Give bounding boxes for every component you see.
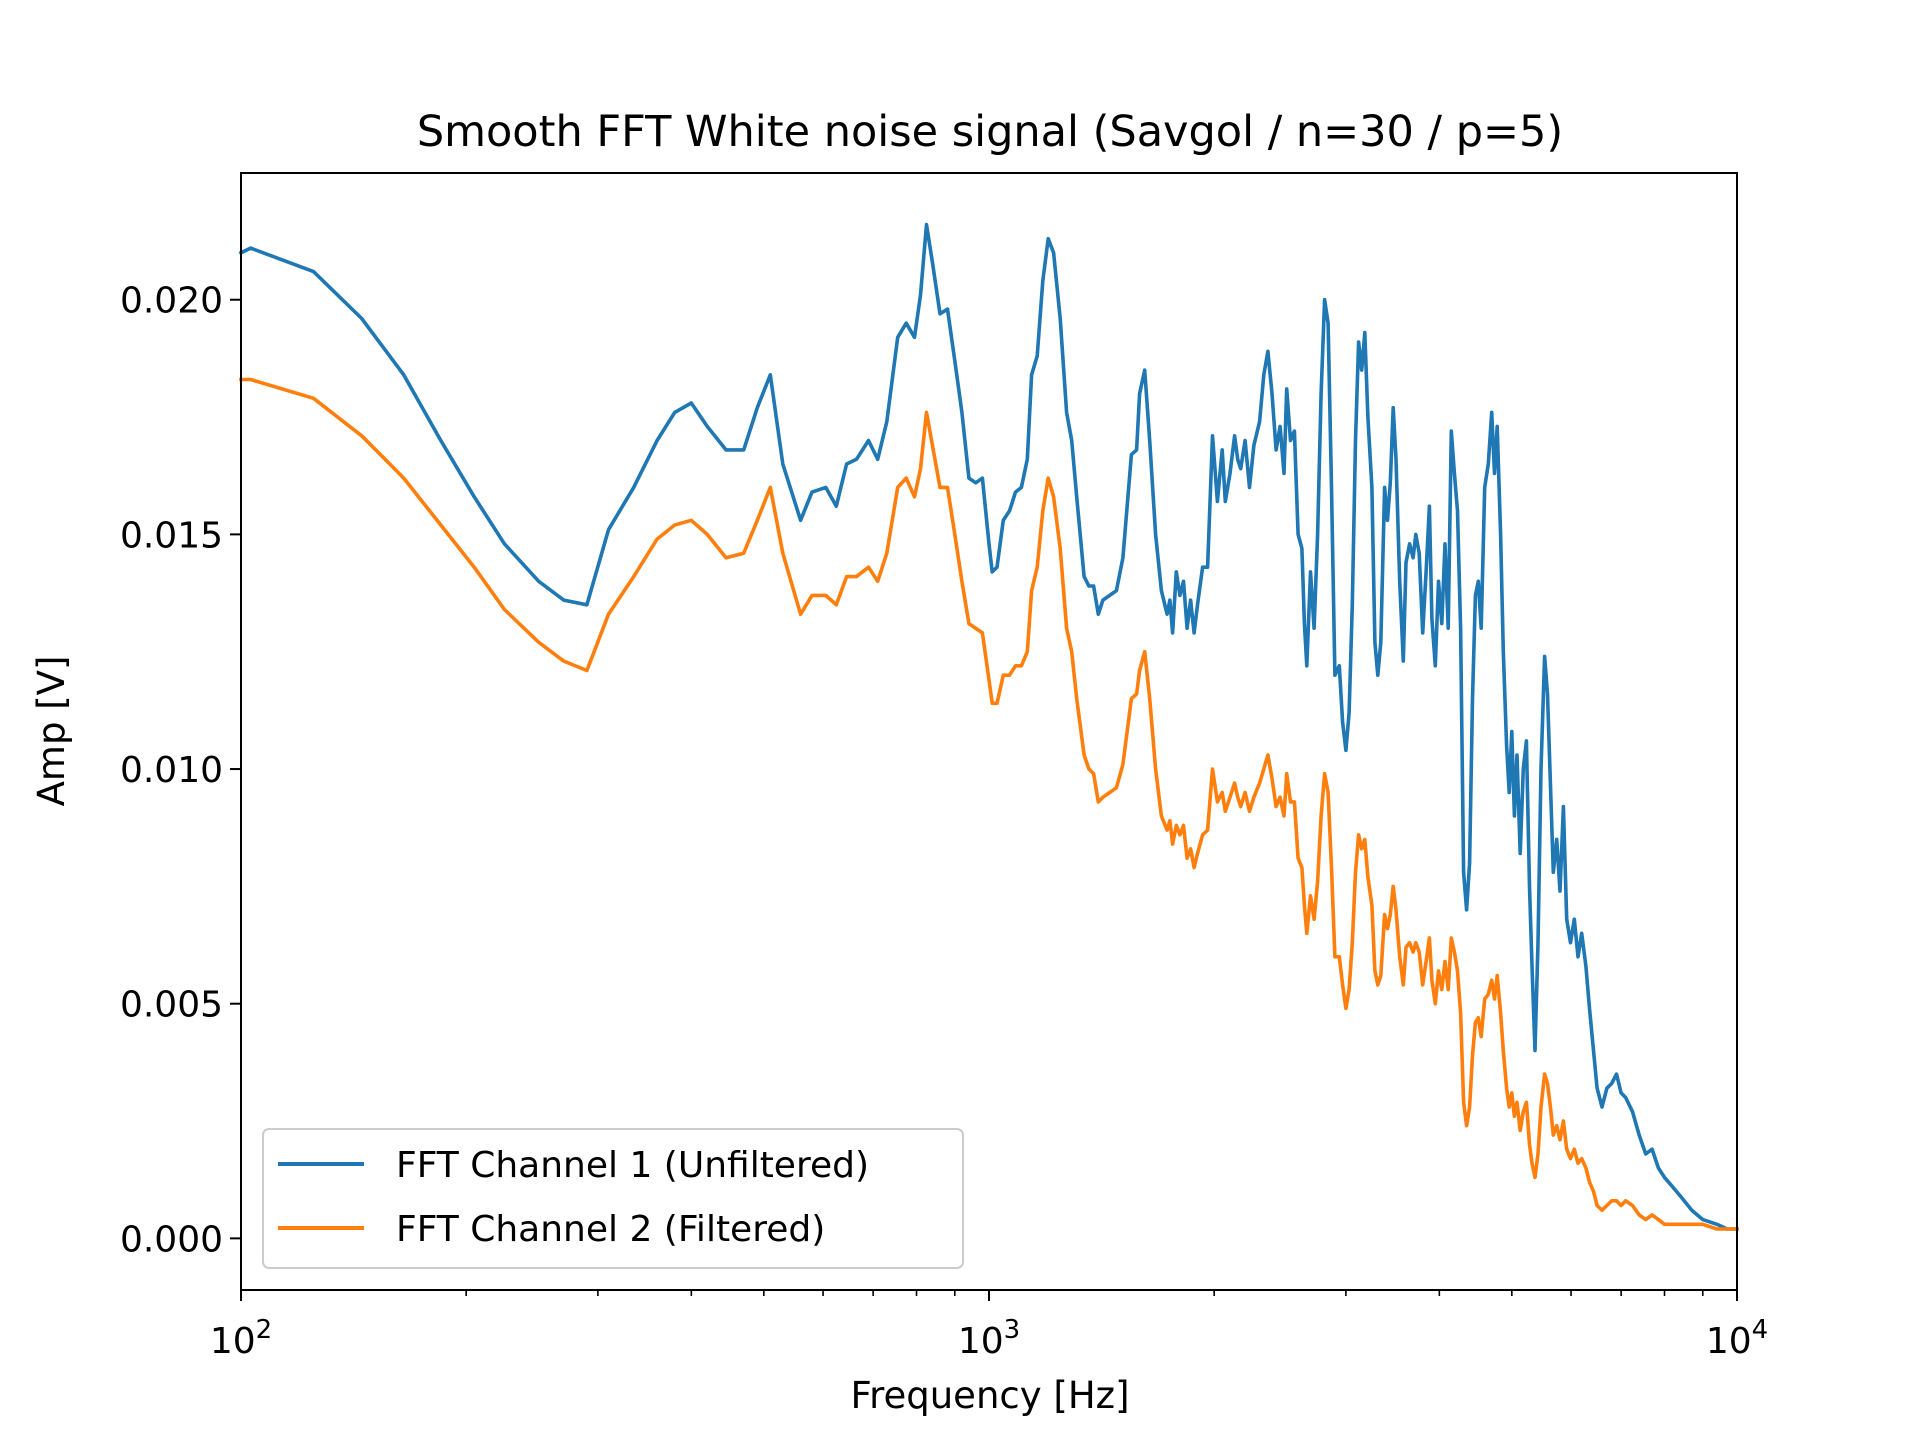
y-axis-label: Amp [V] bbox=[30, 656, 73, 807]
plot-background bbox=[241, 173, 1737, 1290]
legend-box bbox=[262, 1128, 964, 1269]
y-tick-label: 0.010 bbox=[120, 750, 223, 791]
series-line-2 bbox=[239, 377, 1739, 1231]
y-tick-label: 0.015 bbox=[120, 515, 223, 556]
series-line-1 bbox=[238, 222, 1739, 1231]
legend: FFT Channel 1 (Unfiltered) FFT Channel 2 … bbox=[262, 1128, 964, 1269]
x-tick-label: 102 bbox=[210, 1315, 272, 1362]
y-tick-label: 0.005 bbox=[120, 985, 223, 1026]
y-tick-label: 0.020 bbox=[120, 281, 223, 322]
axes-layer: 102 103 104 0.000 0.005 0.010 0.015 0.020 bbox=[120, 281, 1768, 1362]
chart-title: Smooth FFT White noise signal (Savgol / … bbox=[417, 107, 1563, 157]
x-tick-label: 104 bbox=[1706, 1315, 1768, 1362]
y-tick-label: 0.000 bbox=[120, 1219, 223, 1260]
legend-label-2: FFT Channel 2 (Filtered) bbox=[396, 1209, 825, 1250]
series-layer bbox=[238, 222, 1739, 1231]
x-tick-label: 103 bbox=[958, 1315, 1020, 1362]
legend-label-1: FFT Channel 1 (Unfiltered) bbox=[396, 1145, 869, 1186]
x-axis-label: Frequency [Hz] bbox=[850, 1374, 1129, 1417]
